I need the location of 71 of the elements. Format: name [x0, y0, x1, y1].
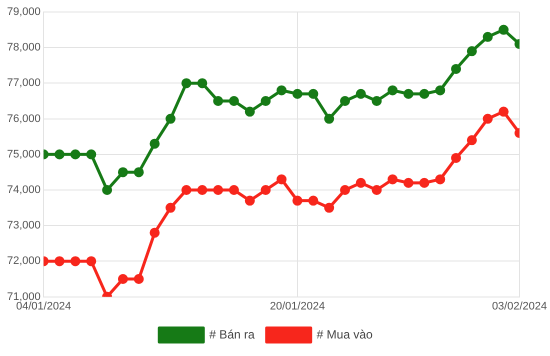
point [134, 274, 144, 284]
point [482, 114, 493, 124]
y-tick-label: 73,000 [6, 220, 41, 232]
y-tick-label: 74,000 [6, 184, 41, 196]
point [181, 185, 192, 195]
point [451, 64, 462, 74]
point [403, 88, 414, 99]
point [213, 185, 224, 195]
point [213, 96, 224, 106]
point [260, 185, 271, 195]
point [324, 202, 334, 213]
point [54, 256, 65, 266]
point [435, 174, 446, 184]
point [498, 24, 509, 35]
point [466, 135, 477, 146]
point [482, 32, 493, 42]
point [134, 167, 144, 178]
point [466, 46, 477, 56]
y-tick-label: 75,000 [6, 148, 41, 160]
legend-label: # Mua vào [316, 327, 374, 342]
point [276, 174, 287, 184]
y-tick-label: 79,000 [6, 6, 41, 18]
point [276, 85, 287, 96]
point [86, 149, 96, 160]
x-tick-label: 03/02/2024 [492, 300, 548, 312]
point [150, 228, 160, 238]
point [166, 202, 176, 213]
point [340, 185, 350, 195]
y-tick-label: 78,000 [6, 42, 41, 54]
point [244, 196, 255, 206]
legend-label: # Bán ra [209, 327, 255, 342]
point [54, 149, 65, 160]
point [419, 178, 430, 188]
point [403, 178, 414, 188]
point [197, 185, 208, 195]
y-tick-label: 77,000 [6, 77, 41, 90]
point [181, 78, 192, 88]
x-tick-label: 20/01/2024 [270, 300, 325, 312]
point [372, 185, 382, 195]
point [308, 196, 318, 206]
point [308, 88, 318, 99]
point [166, 114, 176, 124]
point [86, 256, 96, 266]
x-tick-label: 04/01/2024 [16, 300, 72, 312]
point [435, 85, 446, 96]
point [260, 96, 271, 106]
point [118, 167, 128, 178]
point [118, 274, 128, 284]
y-tick-label: 72,000 [6, 255, 41, 268]
point [388, 174, 398, 184]
y-tick-label: 76,000 [6, 112, 41, 125]
point [228, 96, 239, 106]
point [498, 106, 509, 117]
point [451, 152, 462, 163]
point [419, 88, 430, 99]
point [197, 78, 208, 88]
point [324, 114, 334, 124]
point [244, 106, 255, 117]
point [292, 88, 302, 99]
point [292, 196, 302, 206]
point [228, 185, 239, 195]
point [340, 96, 350, 106]
point [150, 138, 160, 149]
point [388, 85, 398, 96]
point [70, 256, 80, 266]
point [356, 88, 366, 99]
y-tick-label: 71,000 [6, 290, 41, 303]
point [102, 185, 112, 195]
point [372, 96, 382, 106]
point [70, 149, 80, 160]
point [356, 178, 366, 188]
